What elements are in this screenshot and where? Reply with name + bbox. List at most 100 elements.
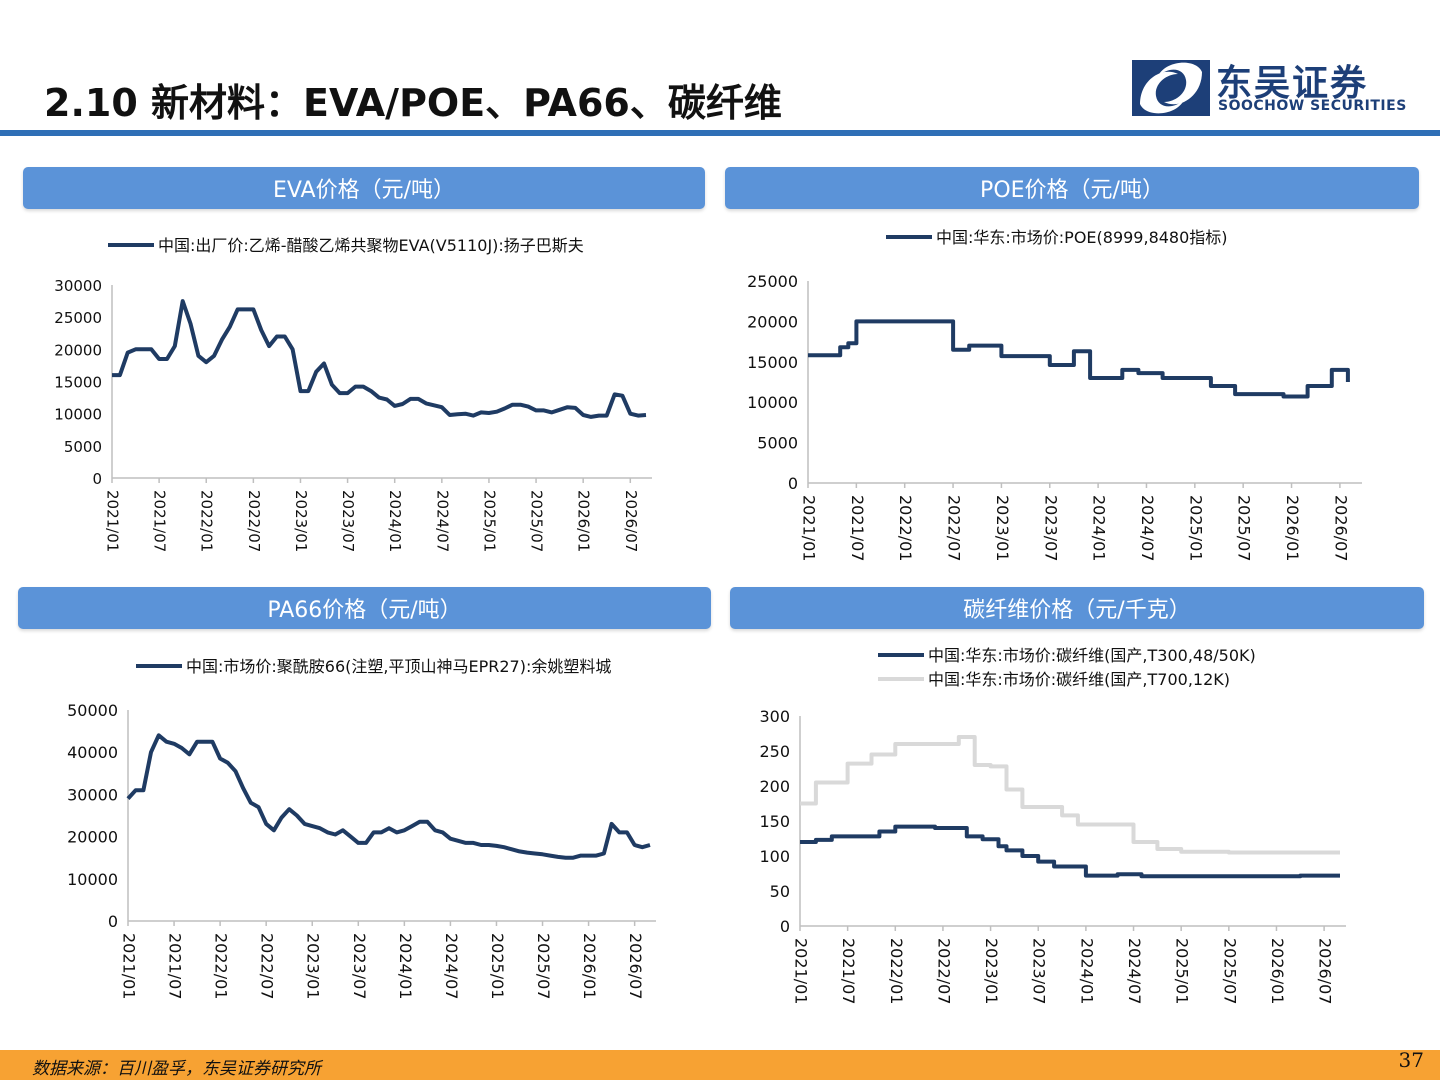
y-tick-label: 5000 bbox=[64, 438, 102, 456]
x-tick-label: 2026/01 bbox=[1268, 938, 1287, 1004]
soochow-logo-icon bbox=[1132, 60, 1210, 116]
x-tick-label: 2025/07 bbox=[528, 490, 546, 552]
logo-text-en: SOOCHOW SECURITIES bbox=[1218, 98, 1407, 114]
y-tick-label: 20000 bbox=[747, 312, 798, 331]
x-tick-label: 2022/07 bbox=[245, 490, 263, 552]
x-tick-label: 2025/07 bbox=[534, 933, 553, 999]
y-tick-label: 25000 bbox=[54, 309, 102, 327]
x-tick-label: 2024/07 bbox=[442, 933, 461, 999]
x-tick-label: 2022/01 bbox=[212, 933, 231, 999]
x-tick-label: 2023/07 bbox=[1041, 495, 1060, 561]
y-tick-label: 25000 bbox=[747, 272, 798, 291]
y-tick-label: 300 bbox=[759, 707, 790, 726]
x-tick-label: 2026/01 bbox=[580, 933, 599, 999]
y-tick-label: 5000 bbox=[757, 434, 798, 453]
y-tick-label: 20000 bbox=[54, 341, 102, 359]
x-tick-label: 2026/01 bbox=[575, 490, 593, 552]
x-tick-label: 2025/07 bbox=[1235, 495, 1254, 561]
footer-bar bbox=[0, 1050, 1440, 1080]
y-tick-label: 10000 bbox=[54, 406, 102, 424]
series-line-0 bbox=[126, 733, 651, 860]
x-tick-label: 2023/07 bbox=[339, 490, 357, 552]
x-tick-label: 2023/01 bbox=[292, 490, 310, 552]
x-tick-label: 2021/07 bbox=[848, 495, 867, 561]
header-divider bbox=[0, 130, 1440, 136]
x-tick-label: 2024/07 bbox=[1138, 495, 1157, 561]
panel-heading-pa66: PA66价格（元/吨） bbox=[18, 587, 711, 629]
x-tick-label: 2024/01 bbox=[1090, 495, 1109, 561]
y-tick-label: 0 bbox=[108, 912, 118, 931]
x-tick-label: 2023/07 bbox=[350, 933, 369, 999]
panel-heading-poe: POE价格（元/吨） bbox=[725, 167, 1419, 209]
x-tick-label: 2023/01 bbox=[304, 933, 323, 999]
x-tick-label: 2021/07 bbox=[839, 938, 858, 1004]
y-tick-label: 0 bbox=[780, 917, 790, 936]
x-tick-label: 2022/07 bbox=[258, 933, 277, 999]
panel-heading-carbon-fiber: 碳纤维价格（元/千克） bbox=[730, 587, 1424, 629]
panel-heading-eva: EVA价格（元/吨） bbox=[23, 167, 705, 209]
series-line-0 bbox=[112, 299, 647, 419]
x-tick-label: 2024/01 bbox=[386, 490, 404, 552]
x-tick-label: 2026/07 bbox=[1331, 495, 1350, 561]
x-tick-label: 2021/07 bbox=[151, 490, 169, 552]
x-tick-label: 2022/07 bbox=[945, 495, 964, 561]
legend-label: 中国:华东:市场价:碳纤维(国产,T300,48/50K) bbox=[928, 646, 1256, 665]
carbon-fiber-price-chart: 中国:华东:市场价:碳纤维(国产,T300,48/50K) 中国:华东:市场价:碳… bbox=[759, 646, 1346, 1004]
legend-label: 中国:市场价:聚酰胺66(注塑,平顶山神马EPR27):余姚塑料城 bbox=[186, 657, 611, 676]
y-tick-label: 20000 bbox=[67, 828, 118, 847]
page-title: 2.10 新材料：EVA/POE、PA66、碳纤维 bbox=[44, 81, 782, 125]
x-tick-label: 2021/01 bbox=[104, 490, 122, 552]
y-tick-label: 200 bbox=[759, 777, 790, 796]
x-tick-label: 2025/01 bbox=[1186, 495, 1205, 561]
x-tick-label: 2024/01 bbox=[1077, 938, 1096, 1004]
legend-label: 中国:华东:市场价:碳纤维(国产,T700,12K) bbox=[928, 670, 1230, 689]
series-line-0 bbox=[800, 824, 1340, 879]
x-tick-label: 2025/07 bbox=[1220, 938, 1239, 1004]
data-source-note: 数据来源：百川盈孚，东吴证券研究所 bbox=[32, 1059, 321, 1079]
y-tick-label: 50000 bbox=[67, 701, 118, 720]
x-tick-label: 2021/07 bbox=[166, 933, 185, 999]
x-tick-label: 2022/01 bbox=[198, 490, 216, 552]
series-line-0 bbox=[808, 319, 1350, 399]
x-tick-label: 2021/01 bbox=[792, 938, 811, 1004]
x-tick-label: 2024/07 bbox=[433, 490, 451, 552]
x-tick-label: 2023/07 bbox=[1030, 938, 1049, 1004]
x-tick-label: 2026/01 bbox=[1283, 495, 1302, 561]
y-tick-label: 0 bbox=[788, 474, 798, 493]
y-tick-label: 100 bbox=[759, 847, 790, 866]
x-tick-label: 2025/01 bbox=[488, 933, 507, 999]
x-tick-label: 2024/01 bbox=[396, 933, 415, 999]
logo-text-cn: 东吴证券 bbox=[1216, 63, 1369, 104]
y-tick-label: 15000 bbox=[54, 374, 102, 392]
y-tick-label: 50 bbox=[770, 882, 790, 901]
x-tick-label: 2026/07 bbox=[1316, 938, 1335, 1004]
x-tick-label: 2021/01 bbox=[800, 495, 819, 561]
pa66-price-chart: 中国:市场价:聚酰胺66(注塑,平顶山神马EPR27):余姚塑料城 0 10000 2… bbox=[67, 657, 656, 999]
company-logo: 东吴证券 SOOCHOW SECURITIES bbox=[1132, 58, 1432, 118]
x-tick-label: 2026/07 bbox=[622, 490, 640, 552]
y-tick-label: 0 bbox=[92, 470, 102, 488]
x-tick-label: 2025/01 bbox=[1173, 938, 1192, 1004]
x-tick-label: 2023/01 bbox=[993, 495, 1012, 561]
page-number: 37 bbox=[1398, 1048, 1424, 1072]
y-tick-label: 30000 bbox=[54, 277, 102, 295]
y-tick-label: 15000 bbox=[747, 353, 798, 372]
legend-label: 中国:出厂价:乙烯-醋酸乙烯共聚物EVA(V5110J):扬子巴斯夫 bbox=[158, 236, 584, 255]
y-tick-label: 150 bbox=[759, 812, 790, 831]
y-tick-label: 10000 bbox=[67, 870, 118, 889]
y-tick-label: 250 bbox=[759, 742, 790, 761]
x-tick-label: 2025/01 bbox=[480, 490, 498, 552]
series-line-1 bbox=[800, 735, 1340, 855]
y-tick-label: 30000 bbox=[67, 785, 118, 804]
y-tick-label: 10000 bbox=[747, 393, 798, 412]
x-tick-label: 2022/01 bbox=[896, 495, 915, 561]
x-tick-label: 2021/01 bbox=[120, 933, 139, 999]
poe-price-chart: 中国:华东:市场价:POE(8999,8480指标) 0 5000 10000 1500… bbox=[747, 228, 1362, 561]
x-tick-label: 2022/01 bbox=[887, 938, 906, 1004]
x-tick-label: 2024/07 bbox=[1125, 938, 1144, 1004]
x-tick-label: 2022/07 bbox=[934, 938, 953, 1004]
legend-label: 中国:华东:市场价:POE(8999,8480指标) bbox=[936, 228, 1228, 247]
x-tick-label: 2023/01 bbox=[982, 938, 1001, 1004]
y-tick-label: 40000 bbox=[67, 743, 118, 762]
x-tick-label: 2026/07 bbox=[626, 933, 645, 999]
